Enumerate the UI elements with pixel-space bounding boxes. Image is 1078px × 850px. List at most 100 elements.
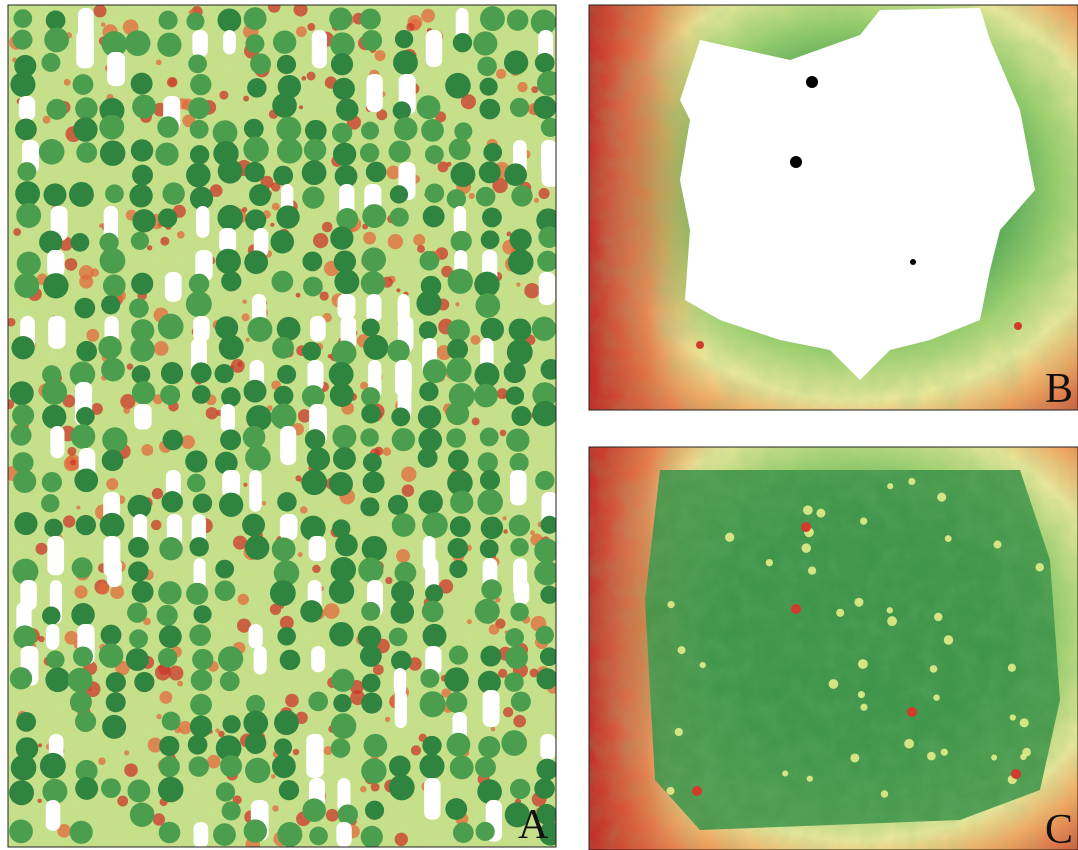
masked-gap (193, 316, 210, 342)
tree-crown (46, 99, 67, 120)
red-patch (534, 198, 539, 203)
masked-gap (50, 426, 64, 458)
red-spot (907, 707, 917, 717)
tree-crown (159, 537, 182, 560)
plant-center (887, 616, 897, 626)
tree-crown (101, 625, 122, 646)
red-patch (237, 362, 242, 367)
tree-crown (9, 780, 34, 805)
red-patch (302, 76, 307, 81)
tree-crown (333, 143, 356, 166)
tree-crown (70, 691, 92, 713)
tree-crown (245, 733, 266, 754)
tree-crown (71, 424, 96, 449)
tree-crown (535, 626, 554, 645)
tree-crown (480, 470, 500, 490)
tree-crown (273, 166, 293, 186)
tree-crown (480, 646, 501, 667)
red-patch (124, 750, 129, 755)
tree-crown (536, 759, 557, 780)
tree-crown (419, 490, 443, 514)
tree-crown (362, 536, 387, 561)
tree-crown (416, 291, 441, 316)
red-patch (417, 245, 425, 253)
tree-crown (445, 798, 467, 820)
plant-center (860, 704, 867, 711)
tree-crown (419, 321, 437, 339)
tree-crown (334, 250, 356, 272)
tree-crown (186, 291, 212, 317)
tree-crown (301, 469, 327, 495)
red-patch (37, 799, 41, 803)
red-patch (395, 833, 408, 846)
masked-gap (107, 558, 122, 587)
red-patch (74, 585, 87, 598)
red-patch (98, 583, 110, 595)
tree-crown (213, 823, 236, 846)
tree-crown (419, 382, 438, 401)
tree-crown (157, 33, 181, 57)
red-patch (98, 757, 106, 765)
masked-gap (306, 734, 323, 778)
masked-gap (366, 294, 381, 323)
tree-crown (76, 142, 97, 163)
tree-crown (102, 450, 124, 472)
tree-crown (41, 494, 59, 512)
tree-crown (222, 715, 240, 733)
red-patch (328, 354, 332, 358)
masked-gap (454, 206, 466, 235)
red-patch (167, 77, 178, 88)
tree-crown (358, 557, 383, 582)
plant-center (1020, 718, 1029, 727)
tree-crown (390, 185, 408, 203)
red-patch (246, 338, 250, 342)
tree-crown (131, 73, 153, 95)
tree-crown (9, 819, 33, 843)
tree-crown (511, 185, 532, 206)
tree-crown (126, 648, 149, 671)
tree-crown (300, 600, 322, 622)
tree-crown (162, 712, 181, 731)
tree-crown (394, 117, 417, 140)
masked-gap (312, 30, 327, 68)
red-patch (299, 105, 303, 109)
panel-c-texture (589, 447, 1078, 850)
red-patch (160, 237, 169, 246)
tree-crown (453, 33, 472, 52)
tree-crown (537, 71, 562, 96)
masked-gap (539, 272, 555, 305)
plant-center (858, 691, 865, 698)
tree-crown (448, 538, 469, 559)
red-patch (296, 26, 307, 37)
tree-crown (360, 428, 378, 446)
tree-crown (69, 182, 94, 207)
tree-crown (302, 798, 326, 822)
red-patch (271, 774, 276, 779)
masked-gap (48, 316, 65, 349)
tree-crown (100, 513, 125, 538)
tree-crown (131, 139, 153, 161)
tree-crown (392, 513, 416, 537)
tree-crown (244, 819, 267, 842)
tree-crown (277, 627, 295, 645)
red-spot (791, 604, 801, 614)
tree-crown (480, 6, 505, 31)
tree-crown (159, 625, 182, 648)
tree-crown (361, 826, 383, 848)
masked-gap (483, 690, 500, 727)
red-spot (1014, 322, 1022, 330)
tree-crown (15, 119, 37, 141)
tree-crown (362, 318, 380, 336)
red-patch (383, 447, 392, 456)
red-patch (517, 82, 527, 92)
tree-crown (277, 55, 296, 74)
tree-crown (44, 28, 69, 53)
tree-crown (450, 756, 474, 780)
dot (910, 259, 916, 265)
tree-crown (218, 8, 242, 32)
tree-crown (307, 447, 330, 470)
masked-gap (47, 536, 64, 575)
red-patch (243, 483, 247, 487)
tree-crown (510, 98, 529, 117)
tree-crown (445, 73, 471, 99)
